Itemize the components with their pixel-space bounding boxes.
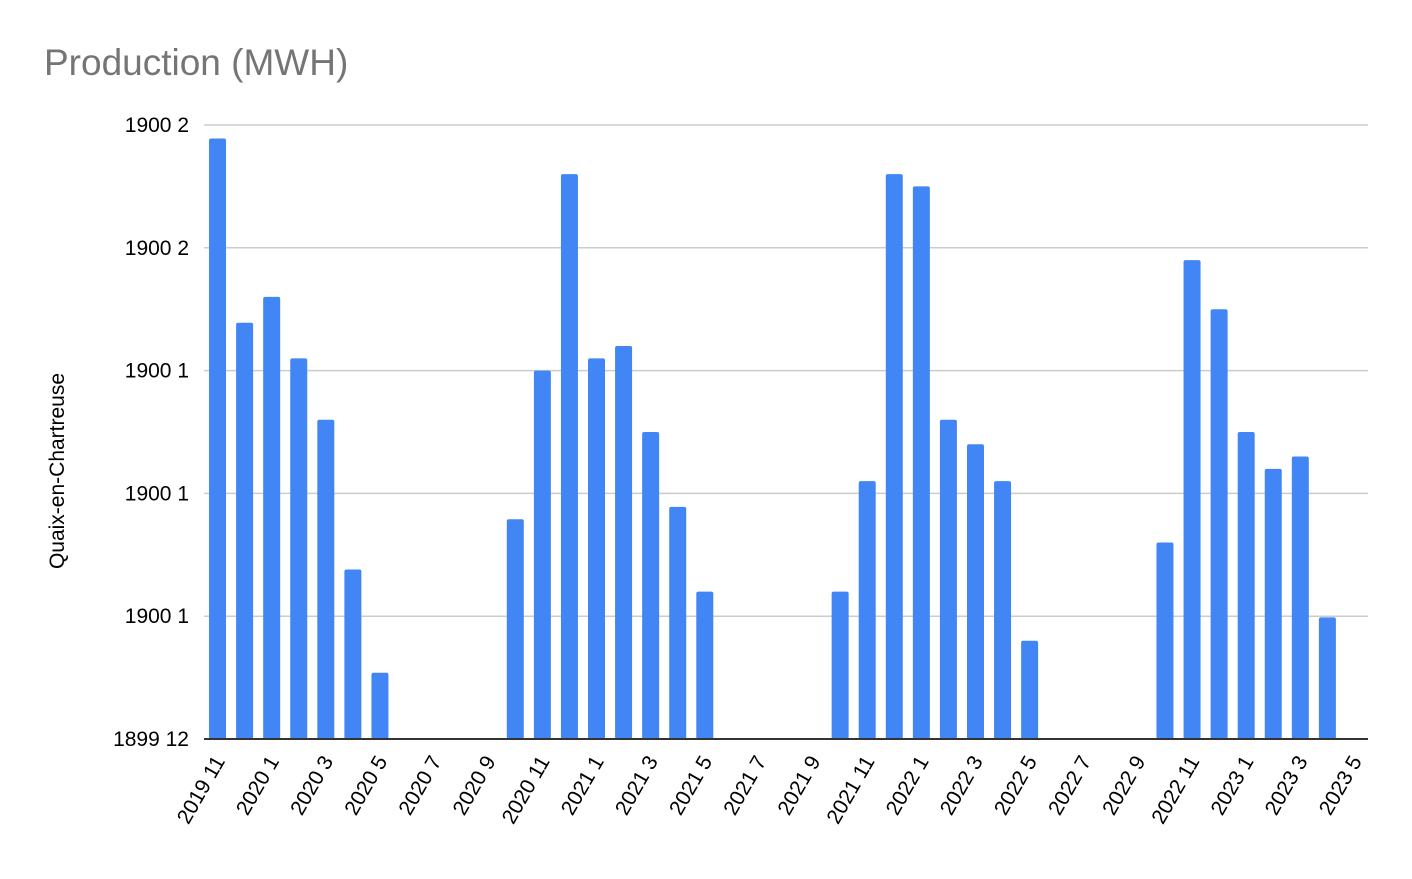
bar-2022-5 xyxy=(1021,640,1039,739)
bar-2022-3 xyxy=(966,444,984,739)
x-tick-label: 2021 3 xyxy=(611,752,663,819)
y-axis-ticks: 1899 12 1900 1 1900 1 1900 1 1900 2 1900 2 xyxy=(113,114,189,751)
bar-2022-4 xyxy=(994,481,1012,739)
y-tick-label: 1900 2 xyxy=(125,114,189,137)
bar-2022-2 xyxy=(939,419,957,739)
x-tick-label: 2022 3 xyxy=(936,752,988,819)
x-tick-label: 2023 5 xyxy=(1315,752,1367,819)
x-tick-label: 2021 5 xyxy=(665,752,717,819)
x-tick-label: 2023 3 xyxy=(1261,752,1313,819)
bar-2020-5 xyxy=(371,672,389,739)
x-tick-label: 2021 11 xyxy=(822,752,879,828)
bar-2022-12 xyxy=(1210,309,1228,739)
bar-2021-11 xyxy=(858,481,876,739)
x-tick-label: 2021 9 xyxy=(773,752,825,819)
y-axis-label: Quaix-en-Chartreuse xyxy=(46,373,69,569)
bar-2019-12 xyxy=(236,322,254,739)
bar-2022-11 xyxy=(1183,260,1201,739)
bar-2020-12 xyxy=(560,174,578,739)
x-tick-label: 2022 1 xyxy=(882,752,934,819)
bar-2020-11 xyxy=(533,370,551,739)
x-tick-label: 2023 1 xyxy=(1206,752,1258,819)
bar-2020-4 xyxy=(344,569,362,739)
x-tick-label: 2020 5 xyxy=(340,752,392,819)
gridlines xyxy=(204,124,1368,617)
x-tick-label: 2022 11 xyxy=(1147,752,1204,828)
y-tick-label: 1900 1 xyxy=(125,482,189,505)
bar-2020-2 xyxy=(290,358,308,739)
x-tick-label: 2020 11 xyxy=(498,752,555,828)
x-axis-ticks: 2019 11 2020 1 2020 3 2020 5 2020 7 2020 9202… xyxy=(173,752,1367,828)
x-tick-label: 2022 7 xyxy=(1044,752,1096,819)
y-tick-label: 1900 1 xyxy=(125,360,189,383)
bar-2023-4 xyxy=(1318,617,1336,739)
bar-2020-1 xyxy=(263,296,281,739)
bar-2022-1 xyxy=(912,186,930,739)
chart-title: Production (MWH) xyxy=(44,42,348,83)
x-tick-label: 2022 5 xyxy=(990,752,1042,819)
y-tick-label: 1899 12 xyxy=(113,728,189,751)
y-tick-label: 1900 2 xyxy=(125,237,189,260)
bar-2023-3 xyxy=(1291,456,1309,739)
x-tick-label: 2021 7 xyxy=(719,752,771,819)
bar-2023-2 xyxy=(1264,468,1282,739)
bar-2020-10 xyxy=(506,519,524,739)
x-tick-label: 2019 11 xyxy=(173,752,230,828)
x-tick-label: 2022 9 xyxy=(1098,752,1150,819)
bar-2021-2 xyxy=(615,346,633,739)
x-tick-label: 2021 1 xyxy=(557,752,609,819)
bar-2021-10 xyxy=(831,591,849,739)
bar-2019-11 xyxy=(209,138,227,739)
bar-2021-12 xyxy=(885,174,903,739)
bar-2021-4 xyxy=(669,506,687,739)
bar-2021-3 xyxy=(642,432,660,739)
x-tick-label: 2020 1 xyxy=(232,752,284,819)
bar-2020-3 xyxy=(317,419,335,739)
bar-2023-1 xyxy=(1237,432,1255,739)
y-tick-label: 1900 1 xyxy=(125,605,189,628)
bar-2022-10 xyxy=(1156,542,1174,739)
x-tick-label: 2020 9 xyxy=(449,752,501,819)
bar-2021-5 xyxy=(696,591,714,739)
bar-2021-1 xyxy=(588,358,606,739)
x-tick-label: 2020 3 xyxy=(286,752,338,819)
bars xyxy=(209,138,1336,739)
x-tick-label: 2020 7 xyxy=(394,752,446,819)
